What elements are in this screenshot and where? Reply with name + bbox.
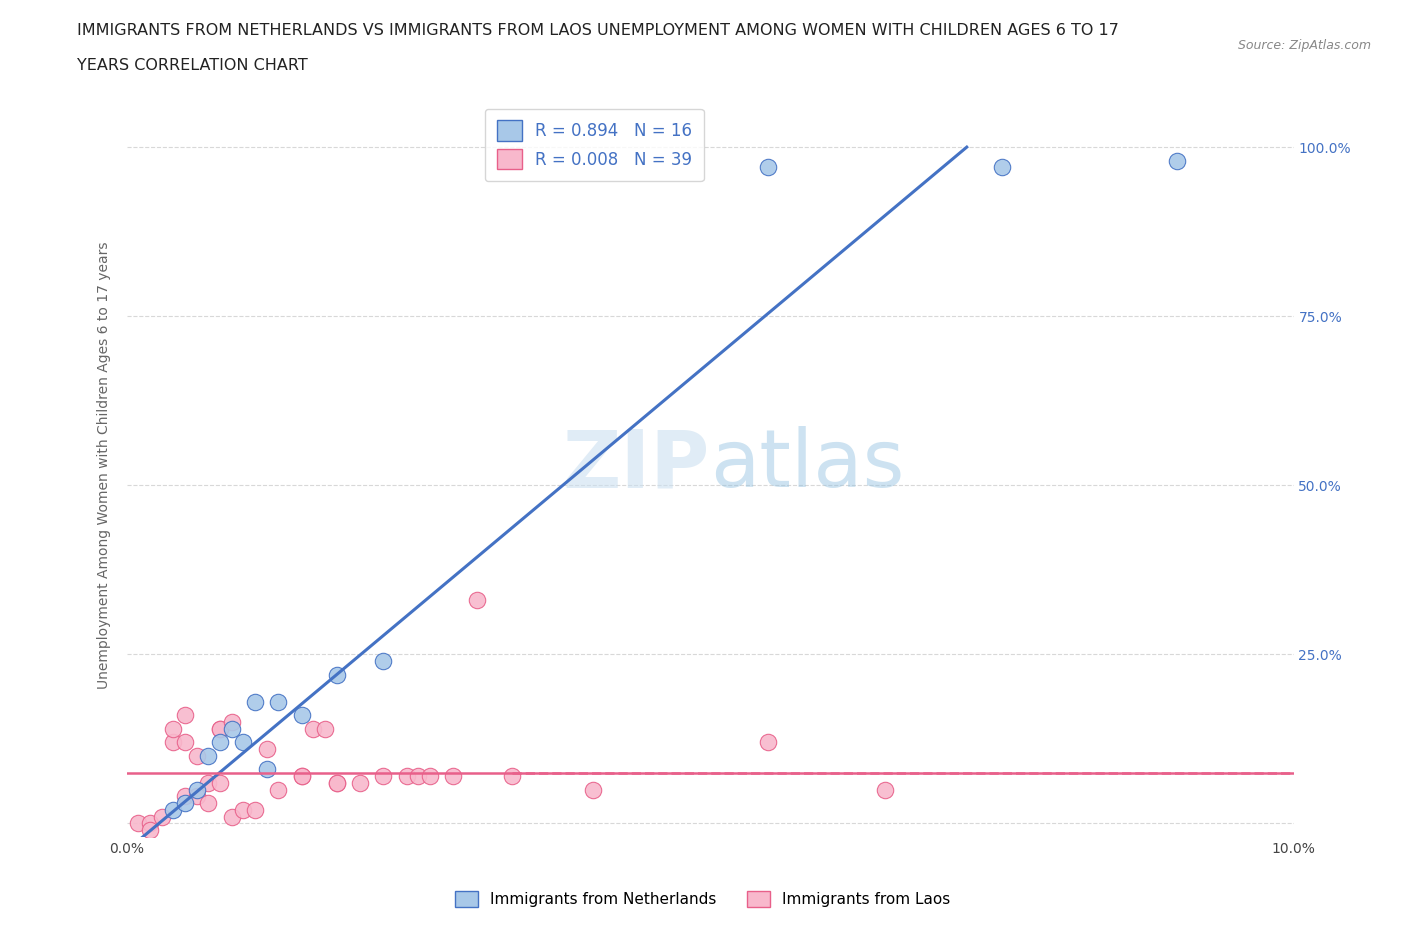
Point [186, 782, 208, 797]
Text: atlas: atlas [710, 426, 904, 504]
Point [150, 809, 173, 824]
Point [408, 769, 430, 784]
Point [756, 735, 779, 750]
Legend: R = 0.894   N = 16, R = 0.008   N = 39: R = 0.894 N = 16, R = 0.008 N = 39 [485, 109, 703, 181]
Point [501, 769, 523, 784]
Point [325, 667, 347, 682]
Point [243, 695, 266, 710]
Text: IMMIGRANTS FROM NETHERLANDS VS IMMIGRANTS FROM LAOS UNEMPLOYMENT AMONG WOMEN WIT: IMMIGRANTS FROM NETHERLANDS VS IMMIGRANT… [77, 23, 1119, 38]
Point [186, 749, 208, 764]
Point [290, 769, 312, 784]
Point [174, 735, 197, 750]
Point [221, 809, 243, 824]
Point [290, 708, 312, 723]
Point [232, 803, 254, 817]
Point [127, 816, 149, 830]
Point [162, 735, 184, 750]
Point [465, 592, 488, 607]
Point [208, 735, 231, 750]
Point [186, 789, 208, 804]
Legend: Immigrants from Netherlands, Immigrants from Laos: Immigrants from Netherlands, Immigrants … [449, 884, 957, 913]
Point [208, 722, 231, 737]
Point [256, 741, 278, 756]
Point [243, 803, 266, 817]
Point [256, 762, 278, 777]
Point [325, 776, 347, 790]
Point [373, 654, 395, 669]
Point [162, 803, 184, 817]
Point [139, 823, 162, 838]
Point [349, 776, 371, 790]
Point [197, 776, 219, 790]
Text: YEARS CORRELATION CHART: YEARS CORRELATION CHART [77, 58, 308, 73]
Point [582, 782, 605, 797]
Point [174, 789, 197, 804]
Point [232, 735, 254, 750]
Point [221, 722, 243, 737]
Point [197, 796, 219, 811]
Point [208, 776, 231, 790]
Point [139, 816, 162, 830]
Point [197, 749, 219, 764]
Point [267, 782, 290, 797]
Point [162, 722, 184, 737]
Point [314, 722, 336, 737]
Point [395, 769, 418, 784]
Text: Source: ZipAtlas.com: Source: ZipAtlas.com [1237, 39, 1371, 52]
Point [208, 722, 231, 737]
Point [875, 782, 897, 797]
Point [174, 796, 197, 811]
Point [174, 708, 197, 723]
Point [419, 769, 441, 784]
Point [990, 160, 1012, 175]
Point [373, 769, 395, 784]
Point [756, 160, 779, 175]
Point [290, 769, 312, 784]
Point [1166, 153, 1188, 168]
Y-axis label: Unemployment Among Women with Children Ages 6 to 17 years: Unemployment Among Women with Children A… [97, 241, 111, 689]
Point [302, 722, 325, 737]
Point [325, 776, 347, 790]
Point [267, 695, 290, 710]
Text: ZIP: ZIP [562, 426, 710, 504]
Point [441, 769, 464, 784]
Point [221, 714, 243, 729]
